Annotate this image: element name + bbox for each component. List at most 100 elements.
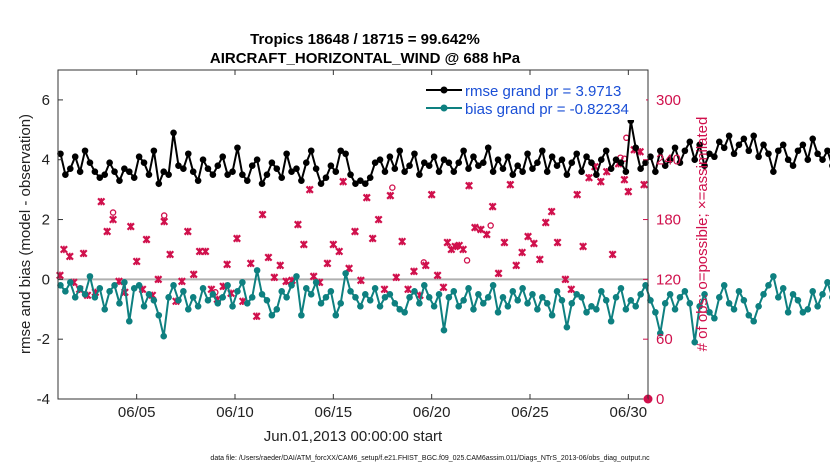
rmse-point bbox=[376, 156, 384, 164]
rmse-point bbox=[430, 153, 438, 161]
bias-point bbox=[573, 291, 581, 298]
obs-assimilated-point bbox=[264, 253, 273, 262]
rmse-point bbox=[593, 171, 600, 178]
bias-point bbox=[499, 294, 507, 301]
rmse-point bbox=[189, 168, 197, 175]
obs-possible-point bbox=[420, 259, 428, 266]
bias-point bbox=[81, 291, 89, 298]
obs-assimilated-point bbox=[561, 275, 570, 284]
bias-point bbox=[484, 294, 492, 301]
rmse-point bbox=[814, 150, 821, 158]
rmse-point bbox=[809, 135, 817, 143]
obs-assimilated-point bbox=[482, 230, 491, 239]
bias-point bbox=[809, 288, 817, 295]
obs-assimilated-point bbox=[232, 234, 241, 243]
bias-point bbox=[524, 299, 531, 307]
rmse-point bbox=[253, 156, 261, 164]
obs-assimilated-point bbox=[195, 247, 204, 256]
obs-assimilated-point bbox=[329, 240, 338, 249]
bias-point bbox=[529, 291, 536, 298]
rmse-point bbox=[352, 180, 359, 187]
bias-point bbox=[632, 302, 640, 310]
bias-point bbox=[135, 282, 143, 289]
rmse-point bbox=[711, 153, 718, 161]
rmse-point bbox=[784, 156, 792, 164]
obs-assimilated-point bbox=[518, 248, 527, 257]
bias-point bbox=[150, 297, 158, 304]
bias-point bbox=[637, 291, 644, 298]
rmse-series-line bbox=[59, 120, 830, 188]
bias-point bbox=[416, 299, 423, 307]
bias-point bbox=[784, 308, 792, 316]
rmse-point bbox=[770, 168, 777, 175]
obs-assimilated-point bbox=[335, 247, 344, 256]
bias-point bbox=[116, 299, 123, 307]
bias-point bbox=[184, 305, 192, 313]
bias-point bbox=[799, 308, 807, 316]
rmse-point bbox=[170, 129, 177, 137]
rmse-point bbox=[686, 138, 694, 146]
rmse-point bbox=[720, 144, 728, 152]
obs-assimilated-point bbox=[132, 257, 141, 266]
rmse-point bbox=[824, 147, 830, 155]
y-tick-label-right: 300 bbox=[656, 92, 681, 109]
bias-point bbox=[568, 299, 576, 307]
bias-point bbox=[686, 299, 694, 307]
obs-assimilated-point bbox=[109, 215, 118, 224]
rmse-point bbox=[175, 162, 182, 170]
bias-point bbox=[381, 294, 389, 301]
rmse-point bbox=[145, 171, 153, 178]
y-tick-label-left: 6 bbox=[42, 92, 50, 109]
rmse-point bbox=[553, 162, 561, 170]
obs-assimilated-point bbox=[323, 259, 332, 268]
rmse-point bbox=[209, 171, 217, 178]
obs-assimilated-point bbox=[608, 250, 617, 259]
obs-assimilated-point bbox=[535, 255, 544, 264]
obs-assimilated-point bbox=[640, 180, 649, 189]
bias-point bbox=[750, 317, 758, 325]
bias-point bbox=[263, 297, 271, 304]
rmse-point bbox=[298, 177, 305, 184]
bias-point bbox=[789, 291, 797, 298]
bias-point bbox=[155, 311, 163, 319]
obs-assimilated-point bbox=[476, 225, 485, 234]
bias-point bbox=[302, 285, 310, 292]
bias-point bbox=[283, 294, 290, 301]
bias-point bbox=[180, 288, 187, 295]
bias-point bbox=[62, 288, 69, 295]
rmse-point bbox=[652, 168, 659, 175]
rmse-point bbox=[460, 147, 467, 155]
obs-assimilated-point bbox=[103, 227, 112, 236]
rmse-point bbox=[263, 171, 271, 178]
rmse-point bbox=[750, 132, 758, 140]
bias-point bbox=[307, 291, 315, 298]
rmse-point bbox=[440, 156, 448, 164]
bias-point bbox=[656, 329, 664, 337]
rmse-point bbox=[445, 159, 453, 167]
bias-point bbox=[622, 305, 630, 313]
rmse-point bbox=[499, 165, 507, 172]
bias-point bbox=[735, 288, 743, 295]
y-tick-label-left: 2 bbox=[42, 212, 50, 229]
rmse-point bbox=[401, 168, 408, 175]
rmse-point bbox=[214, 162, 222, 170]
bias-point bbox=[396, 305, 404, 313]
bias-series-line bbox=[59, 270, 830, 343]
rmse-point bbox=[588, 159, 595, 167]
rmse-point bbox=[529, 165, 536, 172]
bias-point bbox=[642, 282, 649, 289]
rmse-point bbox=[229, 168, 236, 175]
bias-point bbox=[352, 294, 359, 301]
bias-point bbox=[804, 305, 812, 313]
obs-assimilated-point bbox=[309, 272, 318, 281]
bias-point bbox=[361, 291, 369, 298]
obs-possible-point bbox=[389, 184, 396, 191]
obs-possible-point bbox=[463, 257, 471, 264]
rmse-point bbox=[420, 159, 428, 167]
bias-point bbox=[445, 294, 453, 301]
bias-point bbox=[214, 299, 222, 307]
rmse-point bbox=[666, 156, 674, 164]
rmse-point bbox=[219, 153, 227, 161]
rmse-point bbox=[273, 165, 281, 172]
rmse-point bbox=[96, 174, 104, 181]
